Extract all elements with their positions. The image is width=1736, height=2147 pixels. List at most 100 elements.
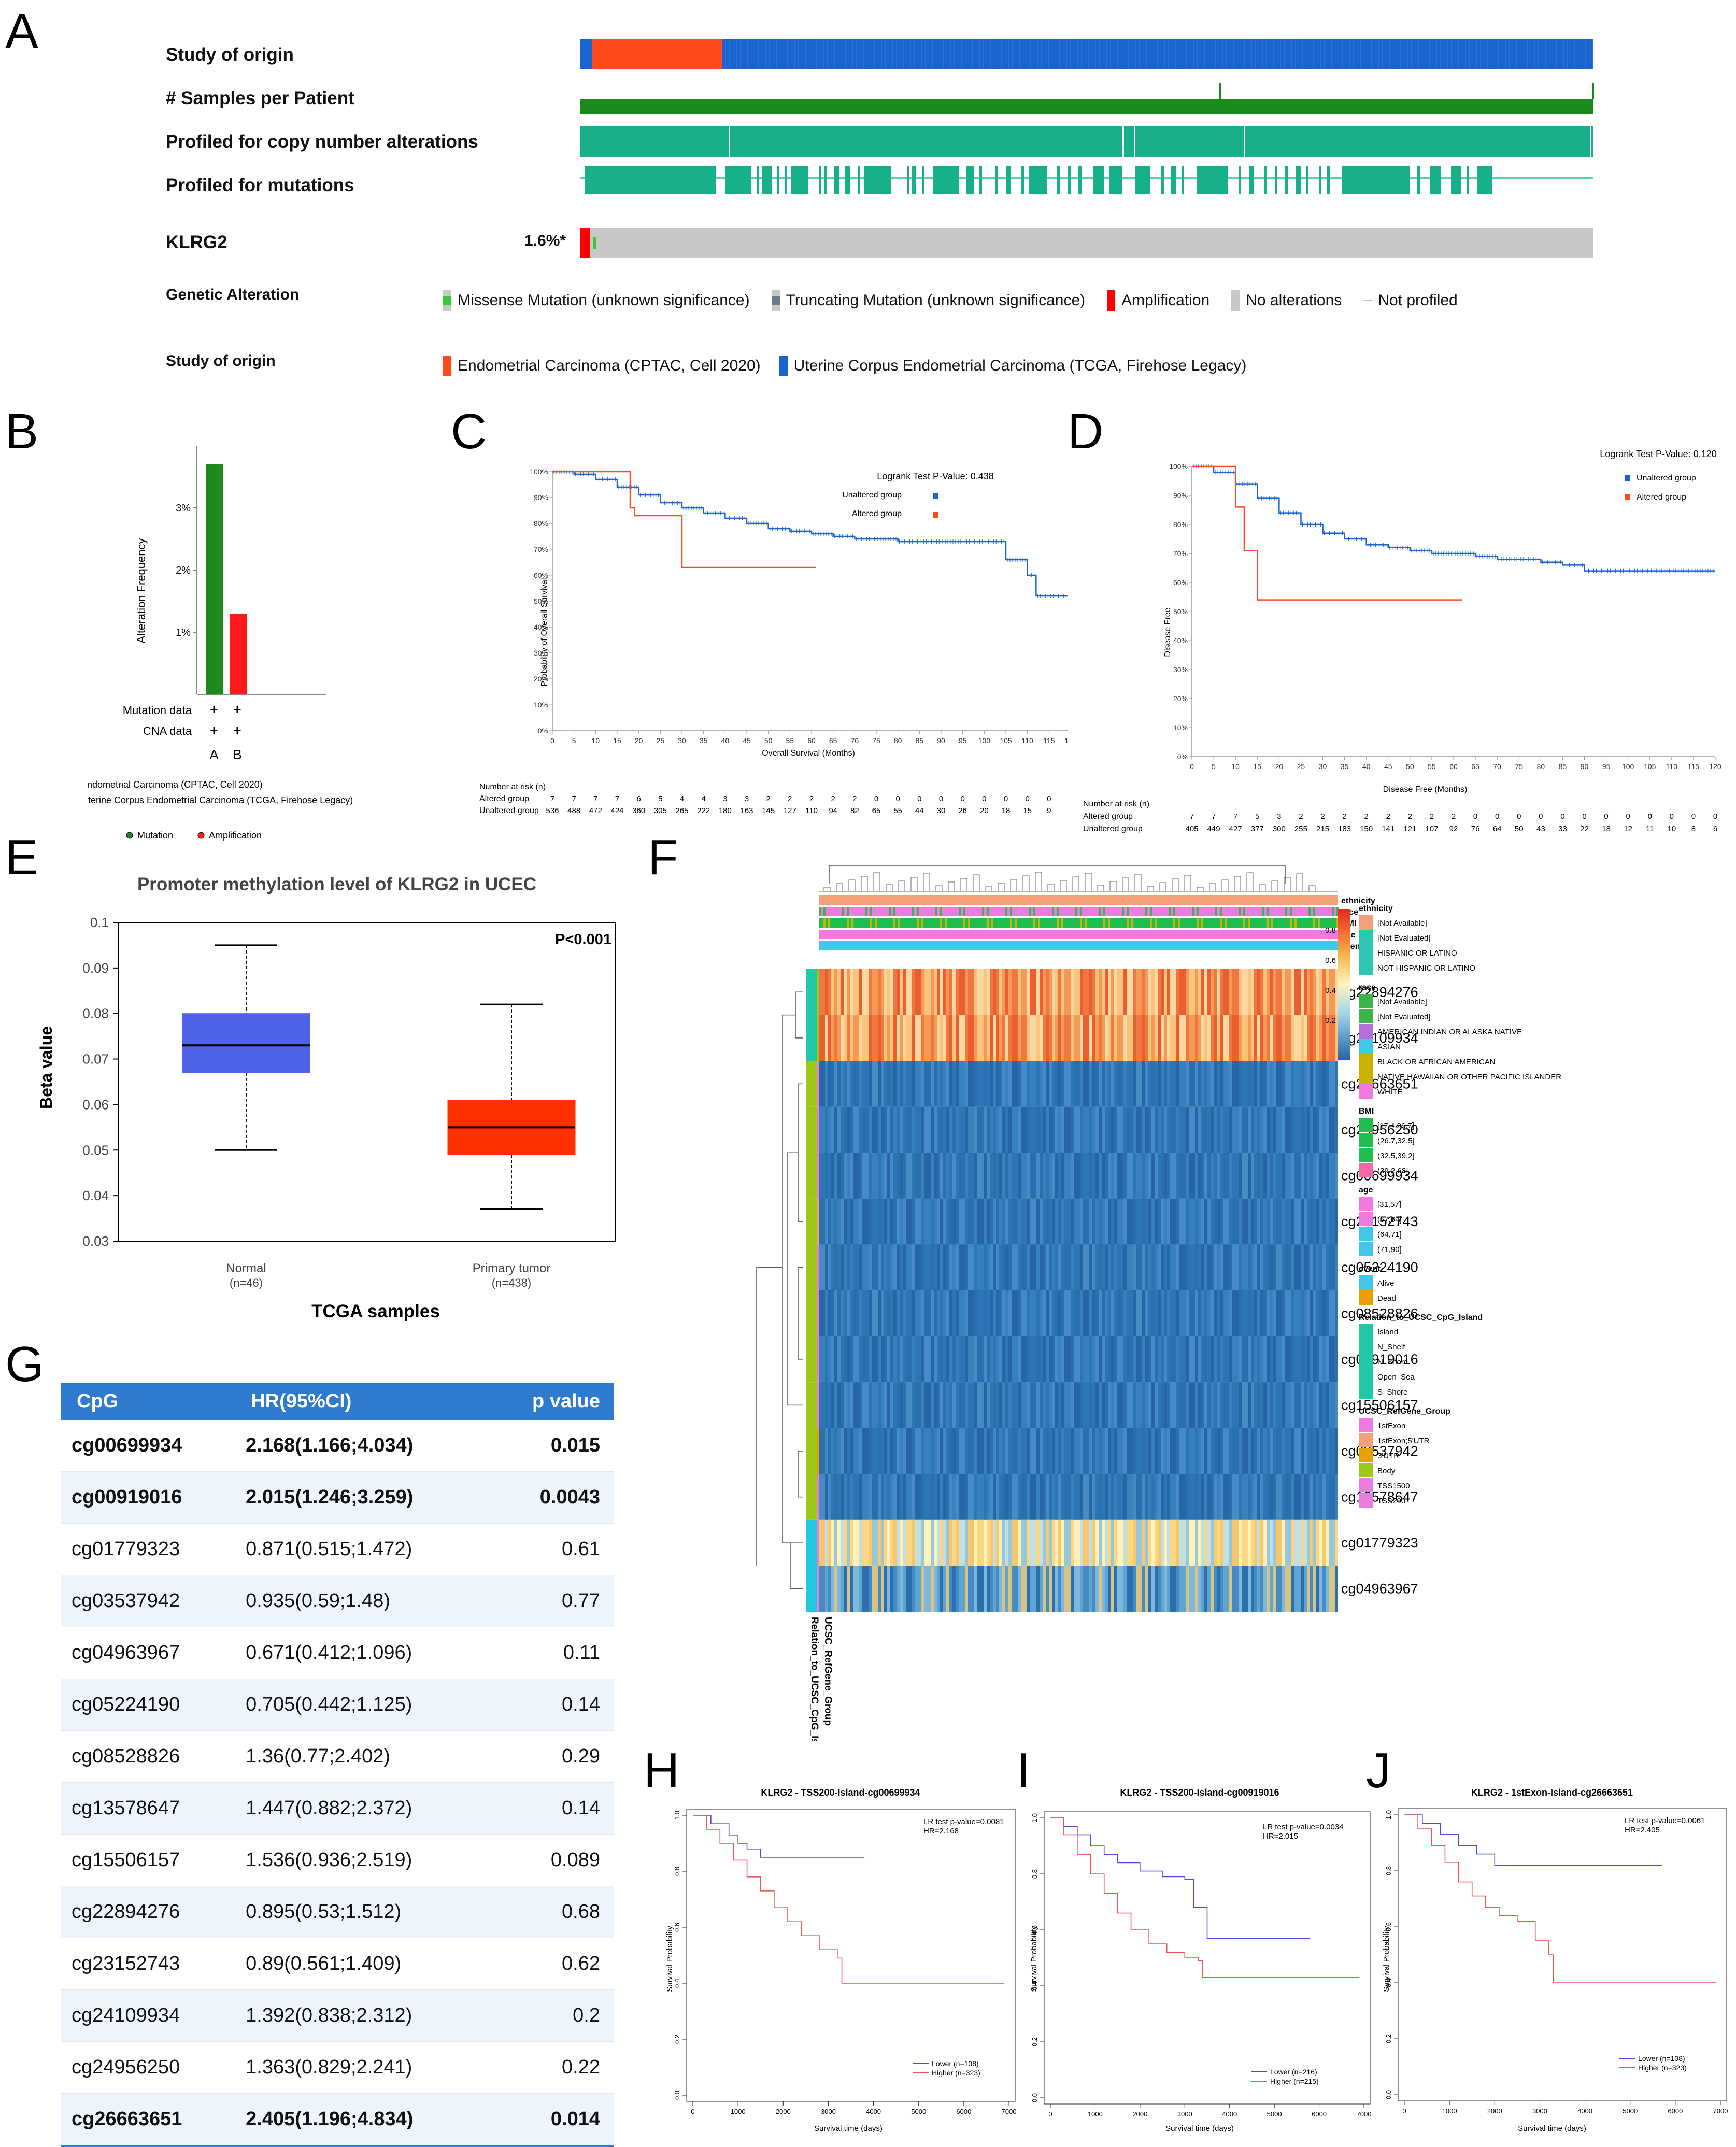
f-heat-cell: [1310, 1336, 1313, 1383]
f-heat-cell: [1179, 1106, 1183, 1153]
gene-track-amplification: [580, 228, 590, 258]
f-heat-cell: [1123, 1474, 1127, 1520]
f-heat-cell: [1068, 1198, 1071, 1245]
f-heat-cell: [1043, 1106, 1046, 1153]
f-side-label-refgene: UCSC_RefGene_Group: [822, 1617, 833, 1726]
f-annot-cell: [1155, 930, 1157, 939]
f-heat-cell: [1294, 1244, 1298, 1290]
study-stripe: [1291, 39, 1292, 69]
study-origin-legend-title: Study of origin: [166, 352, 276, 369]
f-heat-cell: [943, 1290, 946, 1336]
f-heat-cell: [1036, 1519, 1040, 1566]
f-heat-cell: [819, 1290, 822, 1336]
f-heat-cell: [1316, 1474, 1319, 1520]
f-heat-cell: [1151, 969, 1155, 1015]
dendro-branch: [1122, 877, 1129, 891]
cell-pvalue: 0.015: [485, 1420, 614, 1472]
f-heat-cell: [1179, 969, 1183, 1015]
f-heat-cell: [906, 1290, 909, 1336]
f-heat-cell: [1139, 1336, 1142, 1383]
f-heat-cell: [949, 1382, 952, 1428]
f-heat-cell: [1024, 1428, 1027, 1474]
mutation-block: [1021, 166, 1024, 194]
f-heat-cell: [1161, 1198, 1164, 1245]
f-heat-cell: [943, 1474, 946, 1520]
f-legend-item: NOT HISPANIC OR LATINO: [1377, 964, 1475, 973]
f-annot-cell: [982, 895, 984, 905]
f-heat-cell: [1046, 1015, 1049, 1061]
f-heat-cell: [1260, 1566, 1263, 1612]
f-heat-cell: [1074, 1566, 1077, 1612]
f-heat-cell: [1164, 1566, 1167, 1612]
d-ytick-label: 50%: [1173, 607, 1188, 616]
f-annot-cell: [1033, 907, 1035, 916]
f-annot-cell: [1052, 907, 1054, 916]
f-heat-cell: [1307, 1382, 1310, 1428]
f-heat-cell: [1108, 1428, 1111, 1474]
f-heat-cell: [828, 1153, 831, 1199]
f-legend-swatch: [1359, 960, 1373, 975]
b-ytick-label: 3%: [176, 503, 191, 514]
f-heat-cell: [859, 1428, 862, 1474]
f-heat-cell: [862, 1474, 865, 1520]
f-heat-cell: [1099, 1290, 1102, 1336]
f-annot-track-age: [819, 930, 1338, 939]
f-heat-cell: [853, 1336, 856, 1383]
i-xtick-label: 3000: [1177, 2110, 1192, 2118]
f-heat-cell: [946, 969, 949, 1015]
c-ytick-label: 90%: [534, 493, 548, 502]
f-heat-cell: [1167, 969, 1170, 1015]
f-heat-cell: [1052, 1519, 1055, 1566]
c-xtick-label: 15: [613, 736, 621, 745]
f-heat-cell: [1036, 1290, 1040, 1336]
f-heat-cell: [968, 1244, 971, 1290]
f-annot-cell: [870, 918, 872, 928]
dendro-branch: [1060, 880, 1067, 891]
f-legend-swatch: [1359, 1197, 1373, 1211]
f-heat-cell: [834, 1153, 837, 1199]
c-risk-unaltered-value: 82: [850, 806, 859, 815]
f-heat-cell: [1186, 1428, 1189, 1474]
f-heat-cell: [1214, 1382, 1217, 1428]
f-heat-cell: [918, 1244, 921, 1290]
i-plot-frame: [1044, 1811, 1371, 2105]
f-probe-label: cg03537942: [1341, 1443, 1418, 1459]
f-annot-cell: [1057, 907, 1059, 916]
d-risk-altered-value: 0: [1626, 812, 1630, 821]
c-xtick-label: 120: [1064, 736, 1068, 745]
f-heat-cell: [1015, 1061, 1018, 1107]
f-heat-cell: [1102, 1106, 1105, 1153]
f-heat-cell: [1005, 1015, 1008, 1061]
f-heat-cell: [853, 1153, 856, 1199]
mutation-block: [1197, 166, 1228, 194]
f-heat-cell: [1329, 1336, 1332, 1383]
f-heat-cell: [856, 1198, 859, 1245]
f-heat-cell: [1077, 1566, 1080, 1612]
f-heat-cell: [1089, 1061, 1092, 1107]
f-heat-cell: [834, 1519, 837, 1566]
f-heat-cell: [974, 1428, 977, 1474]
cell-hr: 0.935(0.59;1.48): [235, 1575, 485, 1627]
f-heat-cell: [1155, 1198, 1158, 1245]
f-heat-cell: [1201, 1290, 1204, 1336]
f-heat-cell: [1058, 1106, 1061, 1153]
f-heat-cell: [1294, 1106, 1298, 1153]
f-heat-cell: [1232, 1519, 1235, 1566]
f-annot-cell: [1066, 941, 1068, 950]
f-heat-cell: [1005, 1244, 1008, 1290]
f-heat-cell: [1260, 1290, 1263, 1336]
f-heat-cell: [1254, 1382, 1257, 1428]
f-heat-cell: [1282, 969, 1285, 1015]
f-heat-cell: [1248, 1566, 1251, 1612]
f-heat-cell: [1291, 1428, 1294, 1474]
study-stripe: [914, 39, 915, 69]
f-heat-cell: [1260, 1382, 1263, 1428]
f-heat-cell: [884, 1015, 887, 1061]
f-heat-cell: [946, 1061, 949, 1107]
legend-tcga-label: Uterine Corpus Endometrial Carcinoma (TC…: [793, 357, 1247, 374]
f-heat-cell: [1040, 1336, 1043, 1383]
f-heat-cell: [1074, 1336, 1077, 1383]
f-heat-cell: [1217, 1244, 1220, 1290]
f-heat-cell: [1021, 1290, 1024, 1336]
f-heat-cell: [1120, 969, 1123, 1015]
